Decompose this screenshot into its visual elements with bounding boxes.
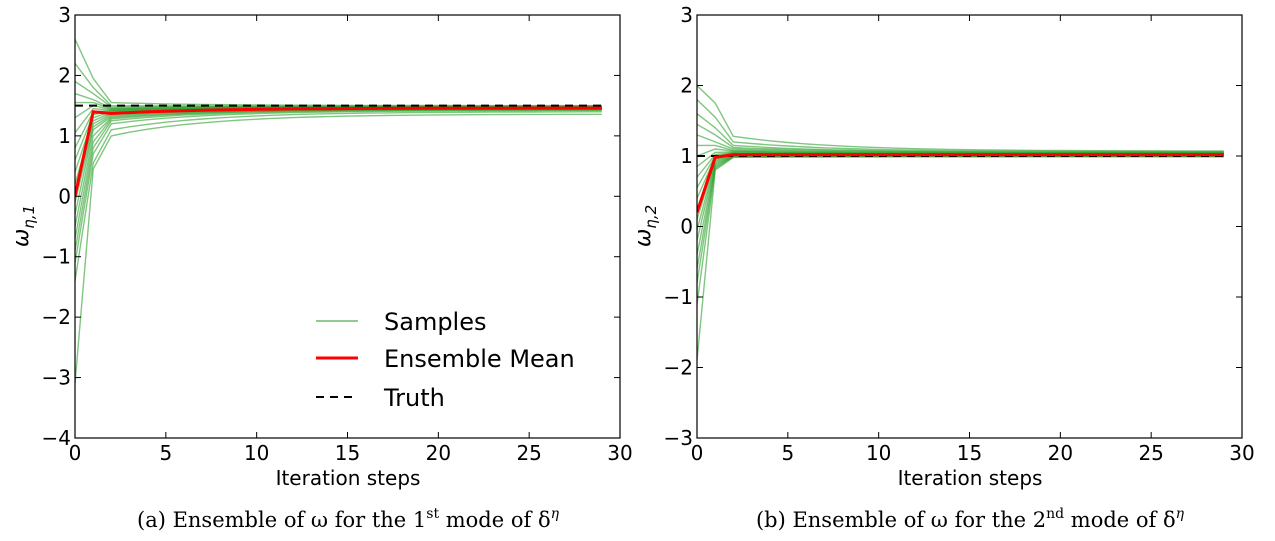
sample-line xyxy=(75,107,602,215)
legend-mean-label: Ensemble Mean xyxy=(384,345,575,373)
samples-series-b xyxy=(697,84,1224,361)
x-tick-label: 15 xyxy=(335,441,360,465)
x-tick-label: 5 xyxy=(159,441,172,465)
sample-line xyxy=(75,38,602,107)
x-axis-title-b: Iteration steps xyxy=(898,466,1043,490)
x-tick-label: 30 xyxy=(1229,441,1254,465)
sample-line xyxy=(697,154,1224,241)
y-tick-label: 3 xyxy=(58,3,71,27)
caption-a: (a) Ensemble of ω for the 1st mode of δη xyxy=(137,506,560,532)
x-tick-label: 20 xyxy=(1048,441,1073,465)
caption-b: (b) Ensemble of ω for the 2nd mode of δη xyxy=(756,506,1185,532)
x-tick-label: 25 xyxy=(516,441,541,465)
y-axis-title-b: ωη,2 xyxy=(631,205,660,247)
mean-line-b xyxy=(697,153,1224,213)
y-axis-title-a-base: ω xyxy=(9,229,34,247)
sample-line xyxy=(697,84,1224,152)
y-tick-label: 2 xyxy=(680,74,693,98)
plot-area-a: 0 5 10 15 20 25 30 −4 −3 −2 −1 0 1 2 3 xyxy=(42,3,633,465)
sample-line xyxy=(697,99,1224,153)
legend-a: Samples Ensemble Mean Truth xyxy=(316,308,575,412)
x-tick-label: 10 xyxy=(866,441,891,465)
sample-line xyxy=(697,154,1224,231)
sample-line xyxy=(75,107,602,203)
caption-a-sup: st xyxy=(426,506,439,522)
sample-line xyxy=(697,123,1224,154)
x-tick-label: 20 xyxy=(426,441,451,465)
sample-line xyxy=(75,111,602,282)
x-tick-label: 10 xyxy=(244,441,269,465)
sample-line xyxy=(697,152,1224,189)
sample-line xyxy=(75,113,602,384)
sample-line xyxy=(697,155,1224,284)
y-axis-title-b-base: ω xyxy=(631,229,656,247)
sample-line xyxy=(697,155,1224,361)
sample-line xyxy=(697,153,1224,199)
y-axis-title-a: ωη,1 xyxy=(9,205,38,247)
legend-samples-label: Samples xyxy=(384,308,487,336)
panel-b: 0 5 10 15 20 25 30 −3 −2 −1 0 1 2 3 Iteration steps ω… xyxy=(631,3,1255,532)
y-tick-label: 3 xyxy=(680,3,693,27)
sample-line xyxy=(75,109,602,251)
mean-line-a xyxy=(75,106,602,197)
sample-line xyxy=(75,109,602,263)
caption-a-mid: mode of δ xyxy=(439,508,551,532)
caption-b-main: (b) Ensemble of ω for the 2 xyxy=(756,508,1046,532)
samples-series-a xyxy=(75,38,602,384)
caption-a-sup2: η xyxy=(551,506,560,522)
y-tick-label: −4 xyxy=(42,426,71,450)
axes-frame-a xyxy=(74,14,621,439)
y-tick-label: −2 xyxy=(42,305,71,329)
sample-line xyxy=(697,155,1224,269)
legend-truth-label: Truth xyxy=(383,384,445,412)
y-tick-label: 2 xyxy=(58,63,71,87)
y-axis-title-a-sub: η,1 xyxy=(20,205,38,229)
sample-line xyxy=(75,62,602,107)
x-tick-label: 30 xyxy=(607,441,632,465)
plot-area-b: 0 5 10 15 20 25 30 −3 −2 −1 0 1 2 3 xyxy=(664,3,1255,465)
panel-a: 0 5 10 15 20 25 30 −4 −3 −2 −1 0 1 2 3 Iteration steps… xyxy=(9,3,633,532)
sample-line xyxy=(75,108,602,227)
caption-a-main: (a) Ensemble of ω for the 1 xyxy=(137,508,426,532)
y-tick-label: −2 xyxy=(664,356,693,380)
sample-line xyxy=(697,155,1224,255)
caption-b-mid: mode of δ xyxy=(1064,508,1176,532)
x-tick-label: 25 xyxy=(1138,441,1163,465)
y-tick-label: −3 xyxy=(664,426,693,450)
y-tick-label: 0 xyxy=(58,184,71,208)
sample-line xyxy=(75,107,602,173)
x-tick-label: 5 xyxy=(781,441,794,465)
y-tick-label: −1 xyxy=(42,245,71,269)
y-axis-title-b-sub: η,2 xyxy=(642,205,660,229)
x-axis-title-a: Iteration steps xyxy=(276,466,421,490)
sample-line xyxy=(697,155,1224,305)
x-tick-label: 15 xyxy=(957,441,982,465)
x-tick-label: 0 xyxy=(69,441,82,465)
y-tick-label: 1 xyxy=(680,144,693,168)
caption-b-sup: nd xyxy=(1046,506,1064,522)
sample-line xyxy=(697,153,1224,220)
sample-line xyxy=(697,153,1224,210)
axes-frame-b xyxy=(696,14,1243,439)
caption-b-sup2: η xyxy=(1176,506,1185,522)
sample-line xyxy=(75,107,602,194)
y-tick-label: −3 xyxy=(42,366,71,390)
y-tick-label: −1 xyxy=(664,285,693,309)
y-tick-label: 1 xyxy=(58,124,71,148)
sample-line xyxy=(697,113,1224,154)
x-tick-label: 0 xyxy=(691,441,704,465)
y-tick-label: 0 xyxy=(680,215,693,239)
